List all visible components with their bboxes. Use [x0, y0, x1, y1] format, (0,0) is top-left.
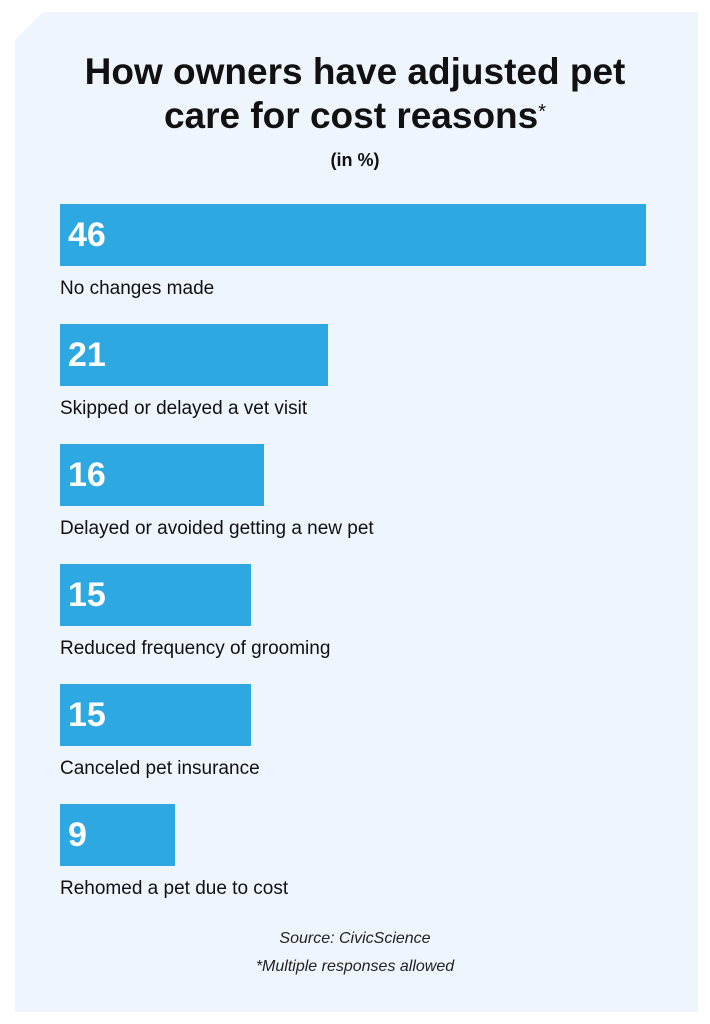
- bar: [60, 204, 646, 266]
- source: Source: CivicScience: [279, 930, 431, 947]
- category-label: No changes made: [60, 278, 215, 299]
- subtitle: (in %): [330, 150, 380, 170]
- value-label: 21: [68, 336, 106, 374]
- note: *Multiple responses allowed: [255, 958, 455, 975]
- value-label: 16: [68, 456, 106, 494]
- category-label: Rehomed a pet due to cost: [60, 878, 289, 899]
- category-label: Skipped or delayed a vet visit: [60, 398, 308, 419]
- category-label: Delayed or avoided getting a new pet: [60, 518, 374, 539]
- bar: [60, 684, 252, 746]
- value-label: 15: [68, 696, 106, 734]
- value-label: 9: [68, 816, 87, 854]
- bar: [60, 564, 252, 626]
- bar: [60, 444, 264, 506]
- bar: [60, 324, 328, 386]
- value-label: 46: [68, 216, 106, 254]
- category-label: Reduced frequency of grooming: [60, 638, 331, 659]
- title-text: How owners have adjusted pet care for co…: [84, 51, 626, 136]
- chart-title: How owners have adjusted pet care for co…: [60, 50, 650, 138]
- bar: [60, 804, 175, 866]
- title-mark: *: [538, 101, 547, 123]
- category-label: Canceled pet insurance: [60, 758, 260, 779]
- value-label: 15: [68, 576, 106, 614]
